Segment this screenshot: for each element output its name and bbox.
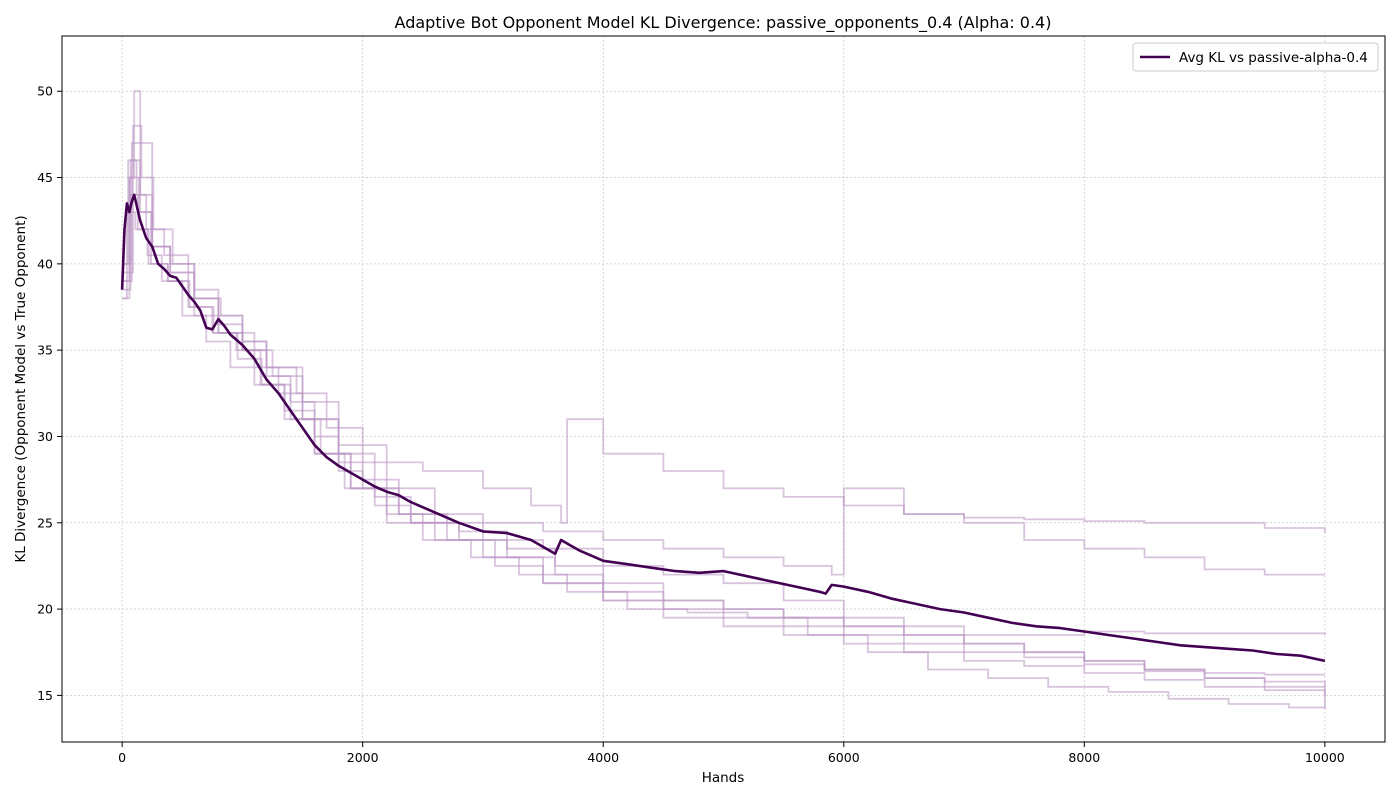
legend: Avg KL vs passive-alpha-0.4 xyxy=(1132,42,1379,72)
x-tick-label: 6000 xyxy=(828,750,860,765)
run-line-6 xyxy=(122,211,1326,696)
chart-title: Adaptive Bot Opponent Model KL Divergenc… xyxy=(395,13,1052,33)
run-line-7 xyxy=(122,176,1326,710)
run-line-2 xyxy=(122,142,1325,576)
x-tick-label: 4000 xyxy=(587,750,619,765)
y-tick-label: 20 xyxy=(37,602,53,617)
x-tick-label: 10000 xyxy=(1305,750,1345,765)
avg-kl-line xyxy=(120,193,1326,663)
x-axis-ticks: 0 2000 4000 6000 8000 10000 xyxy=(118,742,1345,765)
legend-box xyxy=(1132,42,1379,72)
plot-frame xyxy=(61,35,1386,743)
y-tick-label: 40 xyxy=(37,256,53,271)
y-tick-label: 45 xyxy=(37,170,53,185)
run-line-8 xyxy=(122,159,1326,708)
run-line-3 xyxy=(122,159,1326,636)
x-tick-label: 2000 xyxy=(347,750,379,765)
y-tick-label: 35 xyxy=(37,343,53,358)
run-line-1 xyxy=(122,90,1326,534)
legend-label-avg: Avg KL vs passive-alpha-0.4 xyxy=(1179,50,1368,66)
grid-lines xyxy=(62,36,1385,742)
y-tick-label: 30 xyxy=(37,429,53,444)
y-axis-ticks: 15 20 25 30 35 40 45 50 xyxy=(37,84,62,703)
y-tick-label: 15 xyxy=(37,688,53,703)
y-axis-label: KL Divergence (Opponent Model vs True Op… xyxy=(13,215,29,562)
x-axis-label: Hands xyxy=(702,770,745,786)
individual-run-lines xyxy=(122,90,1326,710)
average-line-group xyxy=(120,193,1326,663)
x-tick-label: 8000 xyxy=(1068,750,1100,765)
y-tick-label: 50 xyxy=(37,84,53,99)
x-tick-label: 0 xyxy=(118,750,126,765)
y-tick-label: 25 xyxy=(37,515,53,530)
